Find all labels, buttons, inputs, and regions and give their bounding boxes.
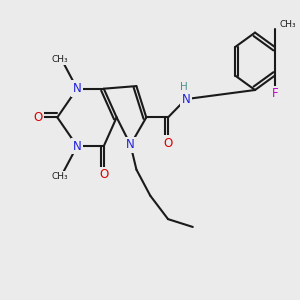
Text: N: N <box>182 93 190 106</box>
Text: O: O <box>99 168 108 181</box>
Text: CH₃: CH₃ <box>52 172 69 181</box>
Text: O: O <box>33 111 42 124</box>
Text: F: F <box>272 87 278 101</box>
Text: N: N <box>126 138 135 151</box>
Text: N: N <box>73 82 82 95</box>
Text: CH₃: CH₃ <box>52 56 69 64</box>
Text: O: O <box>164 137 173 150</box>
Text: N: N <box>73 140 82 153</box>
Text: H: H <box>180 82 188 92</box>
Text: CH₃: CH₃ <box>280 20 296 29</box>
